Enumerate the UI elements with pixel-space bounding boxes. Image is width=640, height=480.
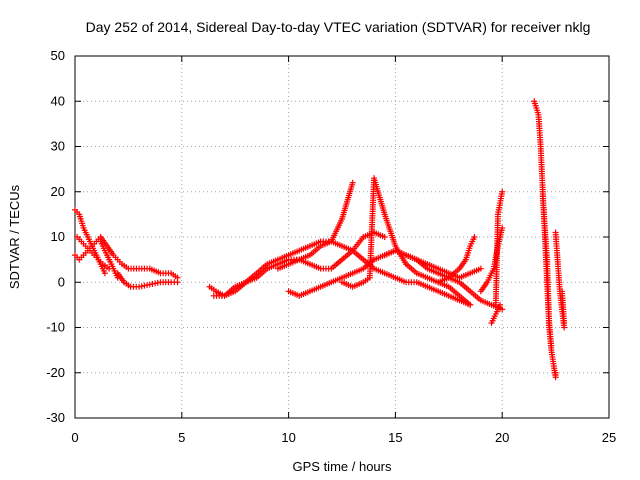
data-point (561, 319, 568, 326)
data-point (101, 270, 108, 277)
series-arc-h (274, 238, 474, 308)
x-tick-label: 15 (388, 430, 402, 445)
series-arc-e (97, 238, 121, 281)
y-tick-label: -20 (46, 365, 65, 380)
x-tick-label: 25 (602, 430, 616, 445)
series-arc-d (114, 270, 181, 290)
y-tick-label: 50 (51, 48, 65, 63)
y-axis-label: SDTVAR / TECUs (7, 184, 22, 289)
tick-labels: 0 5 10 15 20 25 -30 -20 -10 0 10 20 30 40 50 (46, 48, 616, 445)
x-axis-label: GPS time / hours (293, 459, 392, 474)
y-tick-label: 30 (51, 139, 65, 154)
data-point (349, 179, 356, 186)
series-arc-r (539, 193, 555, 349)
series-arc-j (339, 175, 474, 308)
data-point (497, 301, 504, 308)
y-tick-label: 10 (51, 229, 65, 244)
x-tick-label: 20 (495, 430, 509, 445)
series-arc-s (559, 288, 568, 326)
y-tick-label: -30 (46, 410, 65, 425)
series-arc-n (492, 188, 506, 308)
x-tick-label: 0 (71, 430, 78, 445)
y-tick-label: -10 (46, 320, 65, 335)
data-point (499, 188, 506, 195)
data-point (477, 265, 484, 272)
x-tick-label: 5 (178, 430, 185, 445)
y-tick-label: 0 (58, 274, 65, 289)
grid (75, 56, 609, 418)
data-point (174, 279, 181, 286)
data-point (548, 342, 555, 349)
x-tick-label: 10 (281, 430, 295, 445)
series-arc-g (210, 229, 388, 299)
data-point (552, 369, 559, 376)
data-point (114, 274, 121, 281)
series-arc-l (435, 234, 478, 286)
series-arc-q (552, 229, 568, 331)
data-point (381, 234, 388, 240)
data-point (467, 301, 474, 308)
y-tick-label: 40 (51, 93, 65, 108)
data-point (471, 234, 478, 240)
chart-title: Day 252 of 2014, Sidereal Day-to-day VTE… (86, 19, 591, 35)
series-arc-c (74, 234, 113, 272)
series-arc-m (477, 224, 506, 295)
y-tick-label: 20 (51, 184, 65, 199)
series-arc-o (488, 301, 504, 326)
data-marks (72, 98, 568, 381)
